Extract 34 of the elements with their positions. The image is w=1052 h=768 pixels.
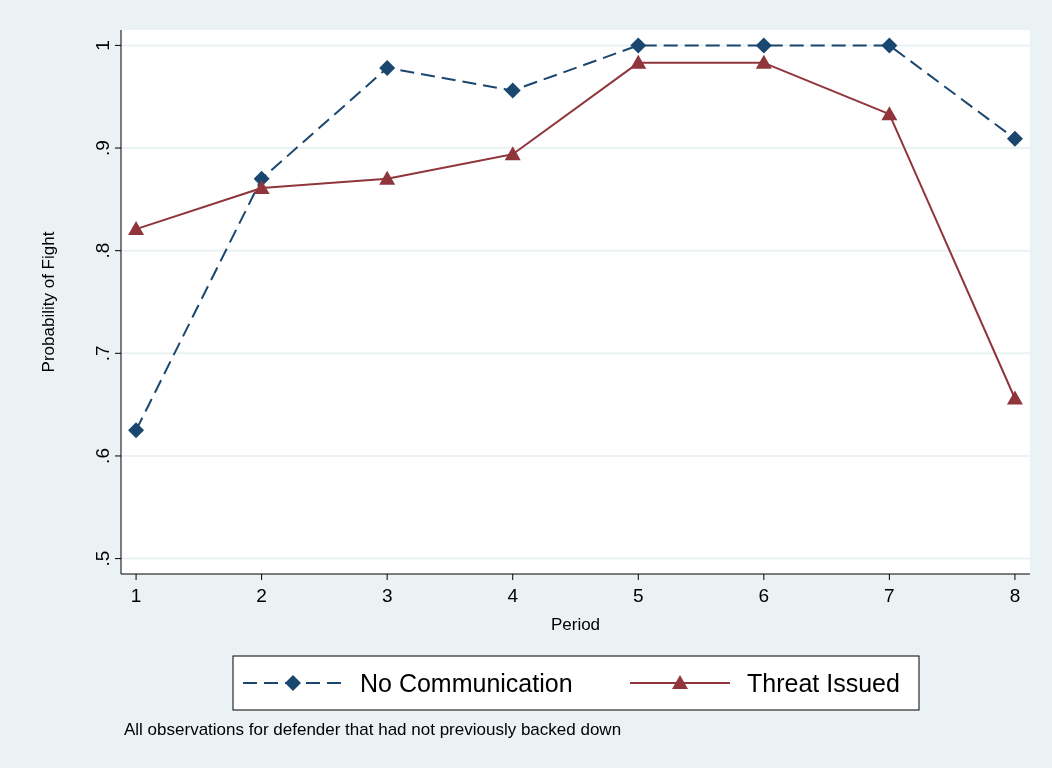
x-tick-label: 8 [1009,585,1021,606]
y-axis-title: Probability of Fight [39,231,58,373]
point [881,106,898,121]
point [504,146,521,161]
legend-label: Threat Issued [747,669,900,697]
point [755,37,772,54]
point [1006,130,1023,147]
y-tick-label: .7 [92,345,113,362]
x-tick-label: 2 [256,585,267,606]
point [1006,390,1023,405]
y-tick-label: .8 [92,242,113,259]
y-tick-label: .6 [92,448,113,464]
point [630,37,647,54]
text: All observations for defender that had not previously backed down [124,720,622,739]
x-tick-label: 5 [632,585,644,606]
point [755,54,772,69]
point [128,221,145,236]
point [379,170,396,185]
point [881,37,898,54]
point [504,82,521,99]
x-tick-label: 4 [507,585,519,606]
y-tick-label: .9 [92,140,113,156]
point [253,180,270,195]
x-tick-label: 3 [381,585,393,606]
point [630,54,647,69]
x-axis-title: Period [550,615,601,634]
point [128,422,145,439]
y-tick-label: 1 [92,40,113,51]
y-tick-label: .5 [92,550,113,567]
x-tick-label: 1 [130,585,142,606]
x-tick-label: 6 [758,585,770,606]
point [379,59,396,76]
legend-label: No Communication [360,669,573,697]
x-tick-label: 7 [884,585,895,606]
